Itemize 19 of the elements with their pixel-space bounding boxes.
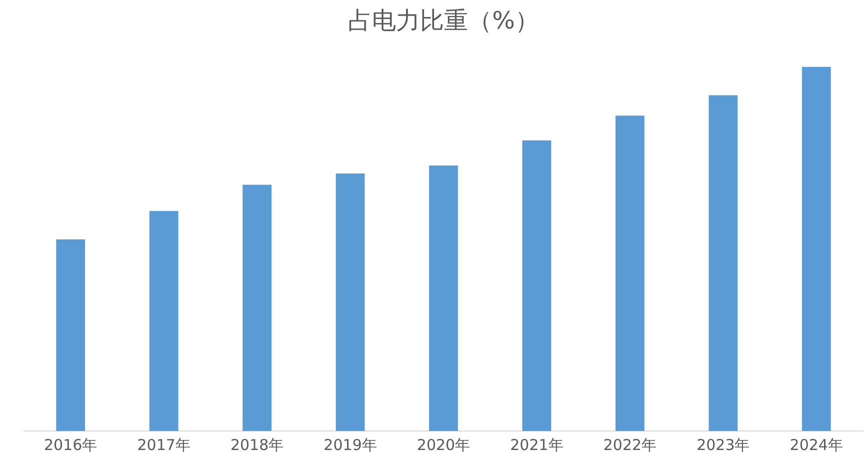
x-tick-label: 2017年	[137, 436, 190, 454]
bar	[802, 66, 831, 431]
x-tick-label: 2018年	[230, 436, 284, 454]
bar	[242, 184, 272, 431]
bar	[615, 116, 644, 431]
bar	[56, 239, 86, 431]
x-tick-label: 2020年	[416, 436, 470, 454]
x-tick-label: 2019年	[324, 436, 377, 454]
x-tick-label: 2021年	[510, 436, 564, 454]
x-tick-label: 2024年	[790, 436, 843, 454]
x-tick-label: 2023年	[696, 436, 750, 454]
bar	[429, 166, 458, 431]
bar	[708, 95, 738, 431]
bar	[149, 211, 178, 431]
chart-title: 占电力比重（%）	[348, 6, 539, 35]
x-tick-label: 2022年	[603, 436, 657, 454]
x-tick-label: 2016年	[44, 436, 98, 454]
bar	[336, 174, 365, 431]
bar	[522, 140, 552, 431]
